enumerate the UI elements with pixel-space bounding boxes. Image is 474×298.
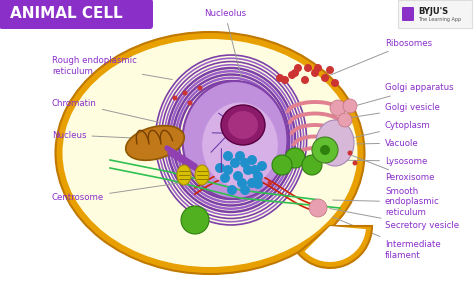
Circle shape [294,64,302,72]
Ellipse shape [182,81,288,199]
Circle shape [173,95,177,100]
Circle shape [321,74,329,82]
Circle shape [301,76,309,84]
Circle shape [281,76,289,84]
Ellipse shape [221,105,265,145]
Text: Lysosome: Lysosome [323,156,428,165]
Text: BYJU'S: BYJU'S [418,7,448,16]
Circle shape [235,151,245,161]
Wedge shape [298,226,372,268]
Circle shape [267,181,273,185]
Ellipse shape [195,165,209,185]
Circle shape [188,100,192,105]
Ellipse shape [202,103,278,187]
Text: Vacuole: Vacuole [357,139,419,148]
Circle shape [257,176,263,181]
Circle shape [304,64,312,72]
Text: Rough endoplasmic
reticulum: Rough endoplasmic reticulum [52,56,172,80]
Circle shape [330,100,346,116]
Circle shape [253,171,263,181]
FancyBboxPatch shape [398,0,472,28]
Circle shape [220,173,230,183]
Circle shape [331,79,339,87]
Text: Golgi apparatus: Golgi apparatus [343,83,454,109]
Text: Ribosomes: Ribosomes [330,38,432,75]
Wedge shape [304,226,366,262]
Ellipse shape [126,126,184,160]
Circle shape [253,179,263,189]
Circle shape [240,185,250,195]
Circle shape [311,69,319,77]
Ellipse shape [228,111,258,139]
Circle shape [250,165,260,175]
Text: Chromatin: Chromatin [52,99,159,122]
Circle shape [276,74,284,82]
Circle shape [233,171,243,181]
Circle shape [215,163,225,173]
FancyBboxPatch shape [0,0,153,29]
Circle shape [223,165,233,175]
Text: Peroxisome: Peroxisome [341,151,435,182]
Circle shape [309,199,327,217]
Circle shape [243,165,253,175]
Circle shape [285,148,305,168]
Circle shape [338,113,352,127]
FancyBboxPatch shape [402,7,414,21]
Circle shape [291,69,299,77]
Circle shape [181,206,209,234]
Text: Cytoplasm: Cytoplasm [355,120,431,137]
Circle shape [237,178,247,188]
Text: Smooth
endoplasmic
reticulum: Smooth endoplasmic reticulum [333,187,440,217]
Text: Golgi vesicle: Golgi vesicle [351,103,440,118]
Ellipse shape [316,120,354,166]
Ellipse shape [63,39,357,267]
Ellipse shape [177,165,191,185]
Circle shape [240,158,250,168]
Circle shape [302,155,322,175]
Text: Nucleus: Nucleus [52,131,173,140]
Text: ANIMAL CELL: ANIMAL CELL [10,7,123,21]
Circle shape [272,155,292,175]
Circle shape [247,178,257,188]
Circle shape [314,64,322,72]
Text: Intermediate
filament: Intermediate filament [333,217,441,260]
Text: Centrosome: Centrosome [52,182,183,203]
Circle shape [353,161,357,165]
Circle shape [326,66,334,74]
Circle shape [247,155,257,165]
Text: The Learning App: The Learning App [418,16,461,21]
Ellipse shape [55,32,365,274]
Circle shape [257,161,267,171]
Circle shape [320,145,330,155]
Circle shape [288,71,296,79]
Circle shape [227,185,237,195]
Circle shape [223,151,233,161]
Circle shape [347,150,353,156]
Circle shape [182,91,188,95]
Circle shape [198,86,202,91]
Text: Secretory vesicle: Secretory vesicle [330,209,459,230]
Circle shape [230,158,240,168]
Text: Nucleolus: Nucleolus [204,9,246,77]
Circle shape [343,99,357,113]
Circle shape [312,137,338,163]
